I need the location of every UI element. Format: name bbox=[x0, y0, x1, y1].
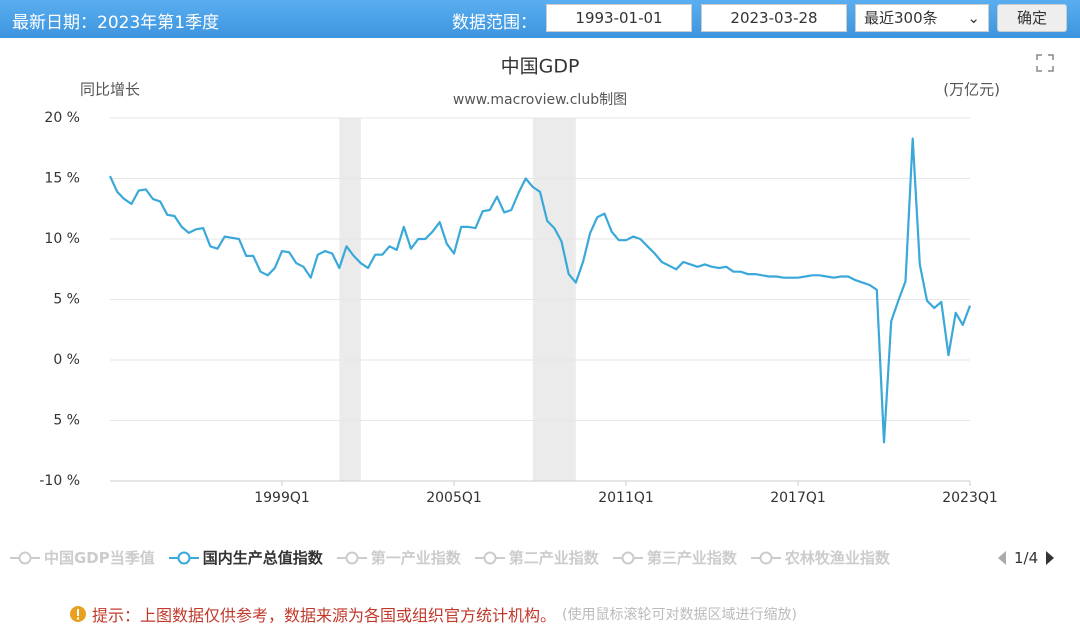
x-tick-label: 1999Q1 bbox=[254, 490, 310, 506]
y-tick-label: -10 % bbox=[39, 473, 80, 489]
x-tick-label: 2005Q1 bbox=[426, 490, 482, 506]
header-bar: 最新日期：2023年第1季度 数据范围： 1993-01-01 2023-03-… bbox=[0, 0, 1080, 38]
chart: 中国GDP www.macroview.club制图 同比增长 (万亿元) 20… bbox=[39, 54, 1054, 506]
start-date-input[interactable]: 1993-01-01 bbox=[546, 4, 692, 32]
legend-label: 国内生产总值指数 bbox=[202, 549, 323, 567]
expand-icon[interactable] bbox=[1036, 54, 1054, 72]
prev-page[interactable] bbox=[996, 550, 1008, 566]
legend-icon bbox=[168, 551, 199, 564]
limit-select[interactable]: 最近300条 ⌄ bbox=[855, 4, 989, 32]
legend-label: 中国GDP当季值 bbox=[44, 549, 155, 567]
legend-label: 农林牧渔业指数 bbox=[784, 549, 890, 567]
end-date-input[interactable]: 2023-03-28 bbox=[701, 4, 847, 32]
chart-title: 中国GDP bbox=[501, 56, 580, 78]
y-tick-label: 20 % bbox=[44, 110, 80, 126]
y-tick-label: 10 % bbox=[44, 231, 80, 247]
dropdown-arrow: ⌄ bbox=[967, 9, 980, 27]
y-axis-label: 同比增长 bbox=[80, 81, 140, 99]
y-tick-label: 5 % bbox=[53, 413, 80, 429]
range-label: 数据范围： bbox=[452, 13, 537, 33]
y-tick-label: 0 % bbox=[53, 352, 80, 368]
legend-icon bbox=[474, 551, 505, 564]
x-tick-label: 2011Q1 bbox=[598, 490, 654, 506]
hint: (使用鼠标滚轮可对数据区域进行缩放) bbox=[562, 607, 797, 623]
series-line bbox=[109, 137, 972, 444]
y-tick-label: 15 % bbox=[44, 171, 80, 187]
legend-icon bbox=[612, 551, 643, 564]
page-indicator: 1/4 bbox=[1014, 549, 1039, 567]
chart-subtitle: www.macroview.club制图 bbox=[453, 92, 627, 108]
legend-item[interactable]: 第三产业指数 bbox=[612, 547, 737, 568]
legend-item[interactable]: 第一产业指数 bbox=[336, 547, 461, 568]
warning-icon bbox=[70, 606, 86, 622]
legend-icon bbox=[336, 551, 367, 564]
legend-item[interactable]: 农林牧渔业指数 bbox=[750, 547, 890, 568]
legend-label: 第二产业指数 bbox=[508, 549, 599, 567]
next-page[interactable] bbox=[1044, 550, 1056, 566]
y-tick-label: 5 % bbox=[53, 292, 80, 308]
legend-icon bbox=[10, 551, 40, 564]
x-tick-label: 2023Q1 bbox=[942, 490, 998, 506]
legend-item[interactable]: 第二产业指数 bbox=[474, 547, 599, 568]
legend-item[interactable]: 中国GDP当季值 bbox=[10, 547, 155, 568]
legend-item[interactable]: 国内生产总值指数 bbox=[168, 547, 323, 568]
x-tick-label: 2017Q1 bbox=[770, 490, 826, 506]
legend: 中国GDP当季值 国内生产总值指数 第一产业指数 第二产业指数 第三产业指数 农林牧渔业指… bbox=[10, 547, 890, 568]
confirm-button[interactable]: 确定 bbox=[997, 4, 1067, 32]
legend-icon bbox=[750, 551, 781, 564]
limit-text: 最近300条 bbox=[864, 9, 938, 27]
legend-pager: 1/4 bbox=[996, 549, 1056, 567]
unit-label: (万亿元) bbox=[943, 81, 1000, 99]
legend-label: 第一产业指数 bbox=[370, 549, 461, 567]
legend-label: 第三产业指数 bbox=[646, 549, 737, 567]
footer: 提示：上图数据仅供参考，数据来源为各国或组织官方统计机构。 (使用鼠标滚轮可对数… bbox=[70, 602, 797, 626]
latest-date: 最新日期：2023年第1季度 bbox=[12, 13, 220, 33]
notice: 提示：上图数据仅供参考，数据来源为各国或组织官方统计机构。 bbox=[92, 606, 557, 625]
